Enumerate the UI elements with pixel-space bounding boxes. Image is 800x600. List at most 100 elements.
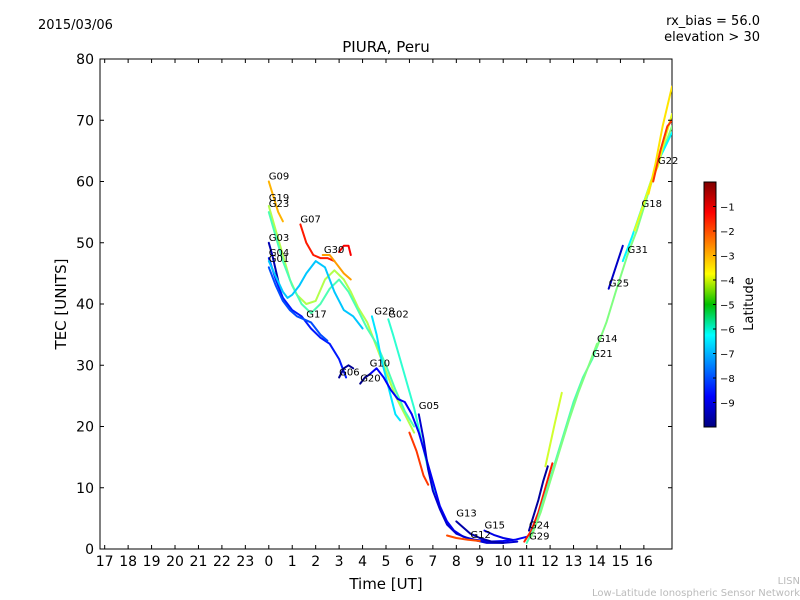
series-line-g12 xyxy=(446,534,481,542)
series-line-g01 xyxy=(267,260,364,330)
series-line-g04 xyxy=(267,257,348,379)
series-line-g29 xyxy=(408,431,430,486)
x-tick-label: 21 xyxy=(190,554,208,570)
x-tick-label: 5 xyxy=(382,554,391,570)
series-label-g09: G09 xyxy=(269,172,289,183)
colorbar-tick-label: −9 xyxy=(720,399,735,410)
rx-bias-label: rx_bias = 56.0 xyxy=(666,14,760,29)
x-tick-label: 11 xyxy=(518,554,536,570)
series-line-g20 xyxy=(359,373,371,385)
series-label-g19: G19 xyxy=(269,193,289,204)
colorbar-tick-label: −1 xyxy=(720,203,735,214)
series-line-g14 xyxy=(544,391,563,468)
y-tick-label: 50 xyxy=(76,236,94,252)
series-line-g29b xyxy=(523,462,554,543)
y-tick-label: 40 xyxy=(76,297,94,313)
series-label-g04: G04 xyxy=(269,248,289,259)
x-tick-label: 2 xyxy=(311,554,320,570)
series-label-g13: G13 xyxy=(456,508,476,519)
series-label-g25: G25 xyxy=(609,279,629,290)
chart-title: PIURA, Peru xyxy=(342,38,429,56)
y-tick-label: 30 xyxy=(76,358,94,374)
x-tick-label: 6 xyxy=(405,554,414,570)
colorbar-tick-label: −5 xyxy=(720,301,735,312)
series-line-g09 xyxy=(267,180,284,223)
series-line-g17 xyxy=(267,266,329,342)
x-tick-label: 8 xyxy=(452,554,461,570)
colorbar-label: Latitude xyxy=(742,277,757,331)
series-line-g22c xyxy=(652,119,672,183)
series-label-g12: G12 xyxy=(470,530,490,541)
colorbar-tick-label: −2 xyxy=(720,227,735,238)
series-label-g14: G14 xyxy=(597,334,617,345)
y-tick-label: 80 xyxy=(76,52,94,68)
x-tick-label: 12 xyxy=(541,554,559,570)
series-label-g18: G18 xyxy=(642,199,662,210)
x-tick-label: 0 xyxy=(264,554,273,570)
x-axis-ticks: 17 18 19 20 21 22 23 0 1 2 3 4 5 6 7 8 9 10 11 12 13 14 15 16 xyxy=(96,59,653,570)
series-label-g31: G31 xyxy=(628,245,648,256)
series-label-g20: G20 xyxy=(360,374,380,385)
series-line-g13 xyxy=(455,520,505,544)
x-tick-label: 19 xyxy=(143,554,161,570)
colorbar-tick-label: −6 xyxy=(720,325,735,336)
x-tick-label: 1 xyxy=(288,554,297,570)
colorbar-tick-label: −3 xyxy=(720,252,735,263)
series-line-g25 xyxy=(607,244,624,290)
x-tick-label: 10 xyxy=(494,554,512,570)
series-line-g30b xyxy=(338,244,352,256)
x-tick-label: 20 xyxy=(166,554,184,570)
series-line-g14 xyxy=(530,342,598,538)
x-tick-label: 22 xyxy=(213,554,231,570)
elevation-label: elevation > 30 xyxy=(664,30,760,45)
series-line-g07 xyxy=(299,223,336,263)
y-tick-label: 70 xyxy=(76,113,94,129)
x-tick-label: 4 xyxy=(358,554,367,570)
colorbar-ticks: −1 −2 −3 −4 −5 −6 −7 −8 −9 xyxy=(713,203,735,410)
footer-network: Low-Latitude Ionospheric Sensor Network xyxy=(592,588,800,599)
y-tick-label: 20 xyxy=(76,420,94,436)
x-tick-label: 3 xyxy=(335,554,344,570)
x-axis-label: Time [UT] xyxy=(348,575,422,593)
x-tick-label: 23 xyxy=(236,554,254,570)
x-tick-label: 16 xyxy=(635,554,653,570)
series-line-g06 xyxy=(338,364,355,379)
x-tick-label: 13 xyxy=(565,554,583,570)
series-line-g28 xyxy=(370,315,402,422)
series-label-g02: G02 xyxy=(388,309,408,320)
x-tick-label: 15 xyxy=(612,554,630,570)
y-tick-label: 0 xyxy=(85,542,94,558)
x-tick-label: 17 xyxy=(96,554,114,570)
x-tick-label: 9 xyxy=(475,554,484,570)
y-axis-label: TEC [UNITS] xyxy=(52,259,70,351)
series-label-g23: G23 xyxy=(269,199,289,210)
series-label-g15: G15 xyxy=(485,521,505,532)
series-layer xyxy=(267,85,672,544)
series-line-g15 xyxy=(483,529,514,541)
series-label-g03: G03 xyxy=(269,233,289,244)
series-label-g01: G01 xyxy=(269,254,289,265)
y-tick-label: 60 xyxy=(76,175,94,191)
series-label-g30: G30 xyxy=(324,245,344,256)
date-label: 2015/03/06 xyxy=(38,18,113,33)
y-tick-label: 10 xyxy=(76,481,94,497)
series-label-g05: G05 xyxy=(419,401,439,412)
series-label-g17: G17 xyxy=(306,309,326,320)
series-line-g24 xyxy=(528,465,549,532)
series-label-g10: G10 xyxy=(370,358,390,369)
series-label-g28: G28 xyxy=(374,306,394,317)
x-tick-label: 18 xyxy=(119,554,137,570)
x-tick-label: 7 xyxy=(428,554,437,570)
series-line-g23 xyxy=(267,211,416,428)
series-label-g22: G22 xyxy=(658,156,678,167)
series-label-g06: G06 xyxy=(339,368,359,379)
series-line-g30 xyxy=(321,254,352,281)
series-label-g21: G21 xyxy=(592,349,612,360)
colorbar-tick-label: −7 xyxy=(720,350,735,361)
series-label-g07: G07 xyxy=(300,214,320,225)
y-axis-ticks: 0 10 20 30 40 50 60 70 80 xyxy=(76,52,672,558)
series-label-g24: G24 xyxy=(529,521,549,532)
plot-area xyxy=(99,58,673,550)
